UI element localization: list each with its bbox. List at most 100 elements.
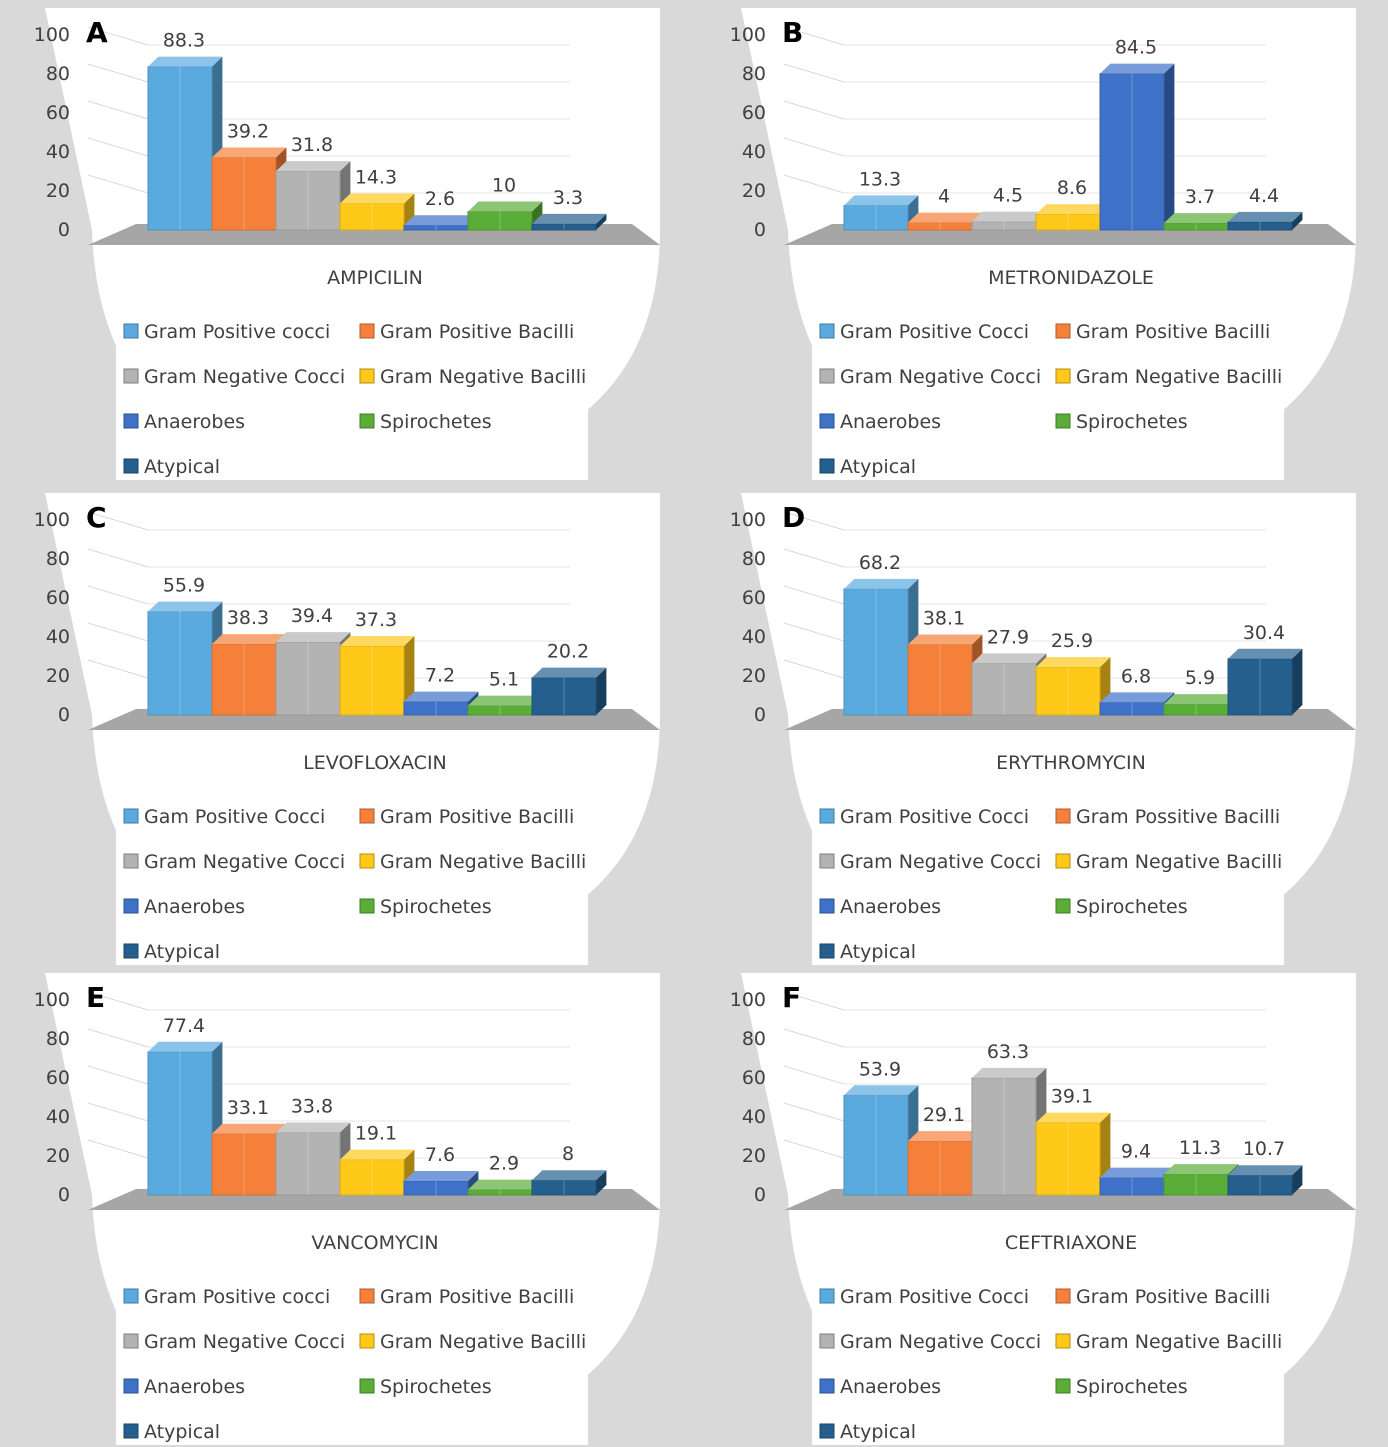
chart-panel-e: 0 20 40 60 80 100 77.4 33.1 33.8 19.1 7.6 2.9 8 E VANC… <box>0 965 692 1445</box>
legend-label: Spirochetes <box>380 411 492 433</box>
legend-label: Gram Negative Cocci <box>144 366 345 388</box>
bar-gpb <box>907 212 983 231</box>
legend-swatch <box>359 1288 375 1304</box>
data-label: 84.5 <box>1115 37 1157 59</box>
legend-swatch <box>819 943 835 959</box>
data-label: 53.9 <box>859 1058 901 1080</box>
data-label: 39.4 <box>291 605 333 627</box>
legend-swatch <box>123 853 139 869</box>
y-tick-label: 40 <box>46 1106 70 1128</box>
legend-label: Gram Positive Bacilli <box>380 1286 574 1308</box>
legend-swatch <box>1055 808 1071 824</box>
bar-gnc <box>275 1122 351 1196</box>
y-tick-label: 80 <box>46 548 70 570</box>
legend-label: Spirochetes <box>1076 896 1188 918</box>
chart-svg: 0 20 40 60 80 100 68.2 38.1 27.9 25.9 6.8 5.9 30.4 D E… <box>696 485 1388 965</box>
panel-label: F <box>782 981 801 1014</box>
bar-gpc <box>843 195 919 231</box>
bar-gnb <box>1035 657 1111 716</box>
chart-svg: 0 20 40 60 80 100 77.4 33.1 33.8 19.1 7.6 2.9 8 E VANC… <box>0 965 692 1445</box>
bar-gnb <box>339 193 415 231</box>
y-tick-label: 20 <box>46 1145 70 1167</box>
bar-gpb <box>211 147 287 231</box>
bar-gpb <box>211 1123 287 1196</box>
bar-gnc <box>971 1067 1047 1196</box>
bar-atypical <box>1227 648 1303 716</box>
legend-swatch <box>123 1378 139 1394</box>
data-label: 55.9 <box>163 575 205 597</box>
legend-label: Gram Negative Cocci <box>840 366 1041 388</box>
legend-label: Gram Negative Bacilli <box>1076 1331 1282 1353</box>
legend-label: Gram Positive Bacilli <box>380 806 574 828</box>
data-label: 68.2 <box>859 552 901 574</box>
legend-label: Gram Negative Cocci <box>840 851 1041 873</box>
data-label: 4.4 <box>1249 185 1279 207</box>
bar-gpc <box>147 601 223 716</box>
bar-gpb <box>907 1131 983 1196</box>
y-tick-label: 100 <box>34 24 70 46</box>
bar-anaerobes <box>1099 63 1175 231</box>
data-label: 29.1 <box>923 1104 965 1126</box>
legend-swatch <box>359 853 375 869</box>
bar-atypical <box>1227 1165 1303 1196</box>
legend-swatch <box>819 1288 835 1304</box>
y-tick-label: 0 <box>754 1184 766 1206</box>
legend-label: Gram Negative Bacilli <box>380 366 586 388</box>
y-tick-label: 20 <box>46 665 70 687</box>
data-label: 5.9 <box>1185 667 1215 689</box>
data-label: 33.8 <box>291 1095 333 1117</box>
legend-swatch <box>123 1333 139 1349</box>
legend-label: Gram Positive Cocci <box>840 1286 1029 1308</box>
legend-label: Gram Negative Cocci <box>144 851 345 873</box>
y-tick-label: 40 <box>742 1106 766 1128</box>
legend-swatch <box>123 323 139 339</box>
data-label: 38.1 <box>923 608 965 630</box>
panel-label: D <box>782 501 805 534</box>
bar-gnc <box>971 653 1047 716</box>
x-category-label: VANCOMYCIN <box>311 1232 438 1254</box>
legend-label: Gam Positive Cocci <box>144 806 325 828</box>
y-tick-label: 100 <box>34 509 70 531</box>
bar-gpb <box>907 634 983 716</box>
bar-gpc <box>843 1085 919 1196</box>
legend: Gram Positive Cocci Gram Possitive Bacill… <box>812 797 1284 965</box>
data-label: 3.3 <box>553 187 583 209</box>
legend-swatch <box>1055 413 1071 429</box>
y-tick-label: 20 <box>46 180 70 202</box>
chart-panel-a: 0 20 40 60 80 100 88.3 39.2 31.8 14.3 2.6 10 3.3 A AMP… <box>0 0 692 480</box>
data-label: 77.4 <box>163 1015 205 1037</box>
y-tick-label: 20 <box>742 180 766 202</box>
data-label: 10.7 <box>1243 1138 1285 1160</box>
chart-panel-b: 0 20 40 60 80 100 13.3 4 4.5 8.6 84.5 3.7 4.4 B METRON… <box>696 0 1388 480</box>
y-tick-label: 0 <box>58 1184 70 1206</box>
legend: Gram Positive Cocci Gram Positive Bacilli… <box>812 312 1284 480</box>
legend-swatch <box>819 1378 835 1394</box>
chart-panel-f: 0 20 40 60 80 100 53.9 29.1 63.3 39.1 9.4 11.3 10.7 F… <box>696 965 1388 1445</box>
data-label: 38.3 <box>227 607 269 629</box>
chart-svg: 0 20 40 60 80 100 55.9 38.3 39.4 37.3 7.2 5.1 20.2 C L… <box>0 485 692 965</box>
y-tick-label: 0 <box>58 704 70 726</box>
y-tick-label: 40 <box>46 626 70 648</box>
legend: Gram Positive Cocci Gram Positive Bacilli… <box>812 1277 1284 1445</box>
y-tick-label: 60 <box>742 587 766 609</box>
legend-swatch <box>123 943 139 959</box>
data-label: 14.3 <box>355 167 397 189</box>
chart-panel-c: 0 20 40 60 80 100 55.9 38.3 39.4 37.3 7.2 5.1 20.2 C L… <box>0 485 692 965</box>
data-label: 5.1 <box>489 669 519 691</box>
legend: Gram Positive cocci Gram Positive Bacilli… <box>116 312 588 480</box>
bar-gnc <box>275 161 351 231</box>
data-label: 9.4 <box>1121 1141 1151 1163</box>
bar-gnb <box>1035 1112 1111 1196</box>
legend-label: Anaerobes <box>144 411 245 433</box>
legend-swatch <box>123 808 139 824</box>
legend-label: Gram Negative Bacilli <box>1076 851 1282 873</box>
y-tick-label: 100 <box>730 989 766 1011</box>
legend-label: Spirochetes <box>380 896 492 918</box>
legend-label: Atypical <box>144 456 220 478</box>
gridlines <box>783 26 1266 194</box>
legend-swatch <box>1055 1288 1071 1304</box>
legend-label: Anaerobes <box>840 896 941 918</box>
legend-swatch <box>359 898 375 914</box>
bar-gpc <box>147 56 223 231</box>
y-tick-label: 60 <box>46 102 70 124</box>
